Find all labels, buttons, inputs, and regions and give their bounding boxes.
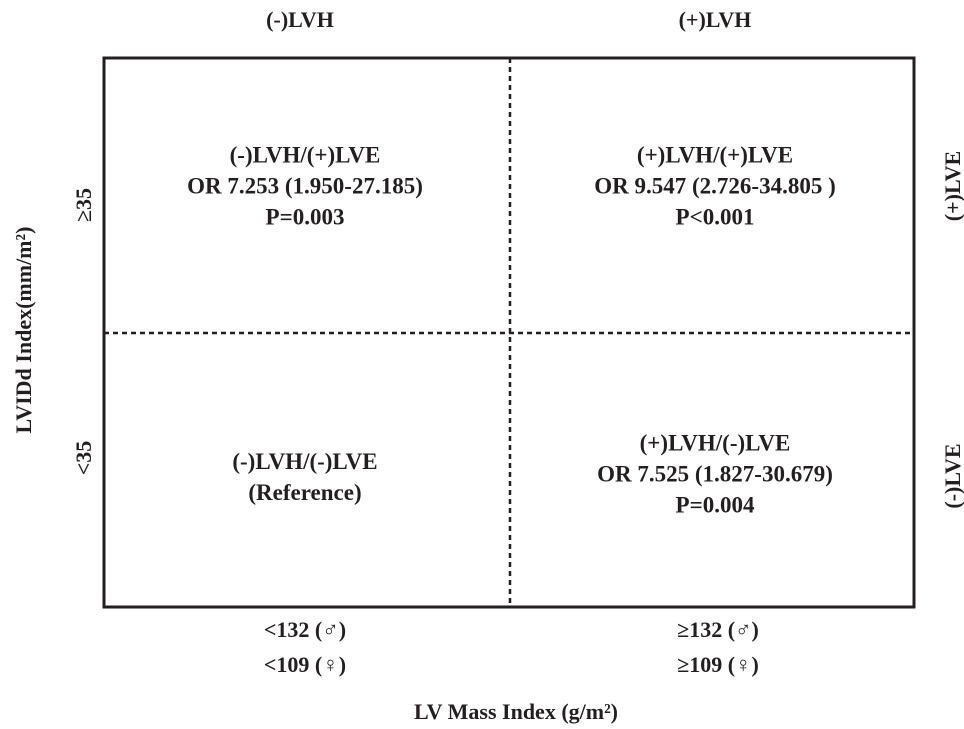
row-threshold: ≥35 xyxy=(71,188,96,222)
quadrant-line: (Reference) xyxy=(248,480,361,505)
quadrant-line: (+)LVH/(-)LVE xyxy=(640,430,791,455)
column-threshold: ≥132 (♂) xyxy=(677,617,759,642)
column-threshold: ≥109 (♀) xyxy=(677,652,759,677)
column-label: (-)LVH xyxy=(266,7,334,32)
y-axis-label: LVIDd Index(mm/m²) xyxy=(11,227,36,434)
quadrant-line: (-)LVH/(+)LVE xyxy=(230,142,381,167)
row-label: (+)LVE xyxy=(940,151,964,221)
quadrant-line: P<0.001 xyxy=(676,204,755,229)
column-threshold: <132 (♂) xyxy=(264,617,346,642)
quadrant-line: (-)LVH/(-)LVE xyxy=(232,449,377,474)
row-label: (-)LVE xyxy=(940,443,964,508)
quadrant-line: OR 7.525 (1.827-30.679) xyxy=(597,461,833,486)
quadrant-line: OR 9.547 (2.726-34.805 ) xyxy=(594,173,835,198)
column-label: (+)LVH xyxy=(679,7,752,32)
x-axis-label: LV Mass Index (g/m²) xyxy=(414,699,618,724)
quadrant-line: (+)LVH/(+)LVE xyxy=(637,142,793,167)
quadrant-line: P=0.003 xyxy=(266,204,345,229)
quadrant-texts: (-)LVH/(+)LVE OR 7.253 (1.950-27.185) P=0.… xyxy=(187,142,836,517)
quadrant-line: P=0.004 xyxy=(676,492,755,517)
quadrant-line: OR 7.253 (1.950-27.185) xyxy=(187,173,423,198)
row-threshold: <35 xyxy=(71,441,96,476)
column-threshold: <109 (♀) xyxy=(264,652,346,677)
